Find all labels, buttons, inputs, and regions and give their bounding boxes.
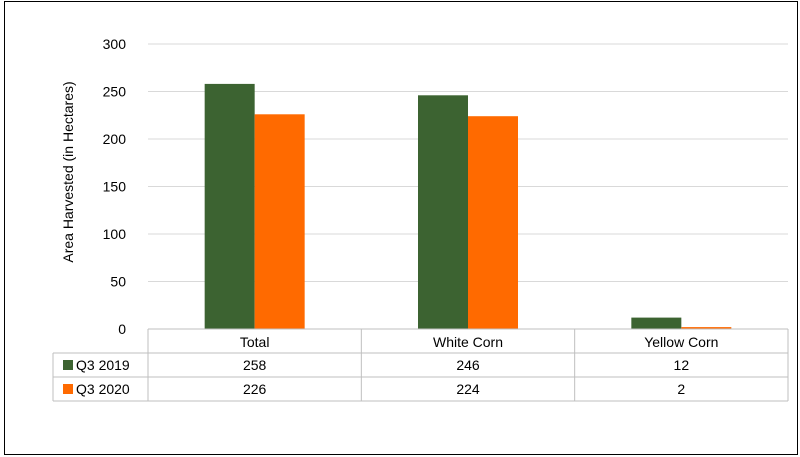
data-label: 258 [243,357,267,373]
bar-q3-2020-total [254,114,305,329]
bar-q3-2019-total [204,83,255,330]
legend-key-q3-2019 [63,360,73,370]
y-axis-label: Area Harvested (in Hectares) [60,81,76,262]
y-tick-label: 150 [103,179,127,195]
data-table: Total White Corn Yellow Corn Q3 2019 258 246 1… [52,328,789,402]
bar-q3-2019-white-corn [418,95,468,329]
y-tick-label: 100 [103,226,127,242]
data-label: 2 [677,381,685,397]
data-label: 224 [456,381,480,397]
legend-key-q3-2020 [63,384,73,394]
bar-q3-2020-white-corn [468,116,518,329]
y-tick-label: 250 [103,84,127,100]
data-label: 12 [674,357,690,373]
legend-label: Q3 2020 [76,381,130,397]
y-tick-label: 50 [110,274,126,290]
bar-q3-2020-yellow-corn [681,327,732,329]
chart-frame: 0 50 100 150 200 250 300 Area Harvested (in He… [4,1,798,455]
data-label: 246 [456,357,480,373]
y-tick-label: 200 [103,131,127,147]
data-label: 226 [243,381,267,397]
y-tick-label: 0 [118,321,126,337]
x-tick-label: White Corn [433,334,503,350]
bar-q3-2019-yellow-corn [631,317,682,329]
x-tick-label: Yellow Corn [644,334,718,350]
x-tick-label: Total [240,334,270,350]
y-axis-ticks: 0 50 100 150 200 250 300 [103,36,127,337]
bar-chart: 0 50 100 150 200 250 300 Area Harvested (in He… [52,36,789,402]
bars [204,83,732,330]
legend-label: Q3 2019 [76,357,130,373]
y-tick-label: 300 [103,36,127,52]
